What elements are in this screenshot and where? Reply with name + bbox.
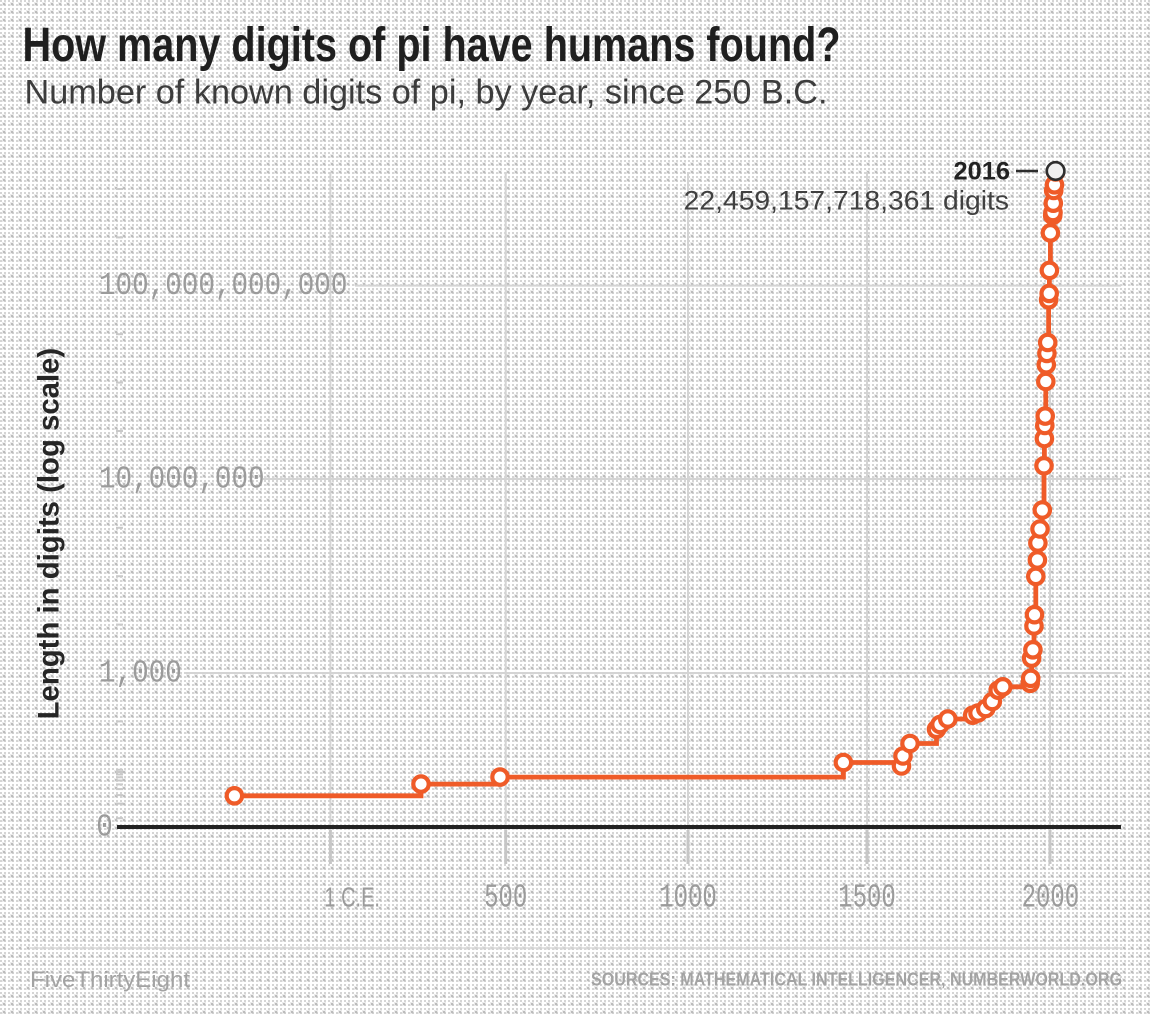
svg-text:10,000,000: 10,000,000	[99, 461, 265, 497]
svg-text:500: 500	[484, 879, 527, 917]
svg-text:22,459,157,718,361 digits: 22,459,157,718,361 digits	[684, 186, 1009, 216]
svg-text:1,000: 1,000	[99, 655, 182, 691]
svg-text:100,000,000,000: 100,000,000,000	[99, 267, 347, 303]
svg-text:SOURCES: MATHEMATICAL INTELLIG: SOURCES: MATHEMATICAL INTELLIGENCER, NUM…	[591, 970, 1122, 990]
svg-text:Length in digits (log scale): Length in digits (log scale)	[33, 348, 66, 720]
svg-text:1000: 1000	[659, 879, 717, 917]
svg-text:FiveThirtyEight: FiveThirtyEight	[30, 967, 190, 992]
svg-text:1500: 1500	[838, 879, 896, 917]
svg-text:2016: 2016	[954, 157, 1011, 185]
svg-text:2000: 2000	[1022, 879, 1080, 917]
svg-text:Number of known digits of pi,: Number of known digits of pi, by year, s…	[25, 74, 828, 112]
svg-text:How many digits of pi have hum: How many digits of pi have humans found?	[23, 19, 841, 72]
svg-text:0: 0	[96, 809, 113, 845]
svg-text:1 C.E.: 1 C.E.	[324, 882, 380, 913]
